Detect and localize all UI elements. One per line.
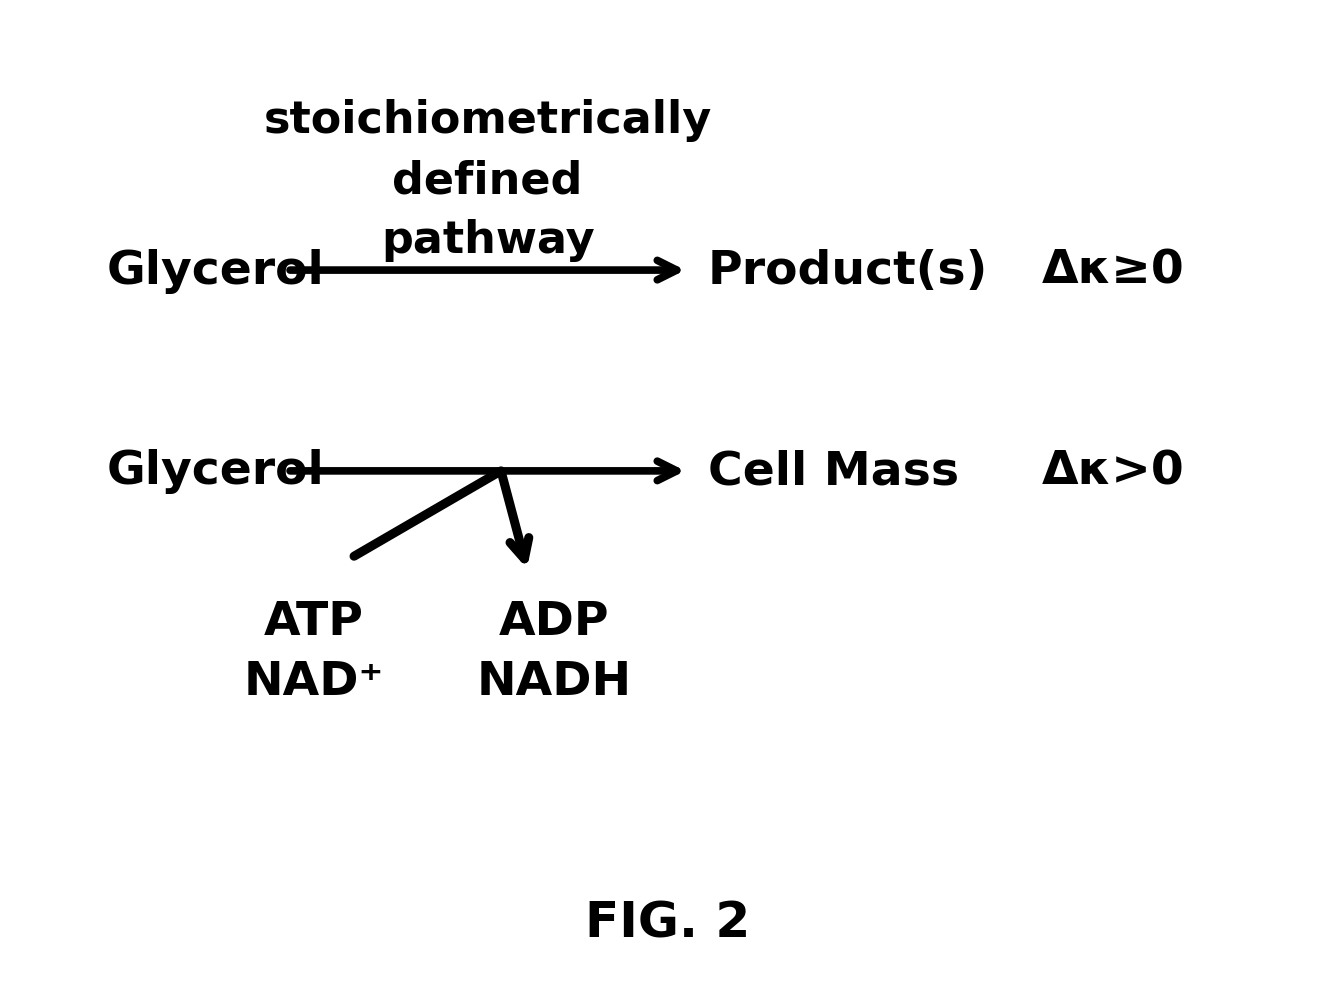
Text: Cell Mass: Cell Mass bbox=[708, 449, 959, 493]
Text: defined: defined bbox=[393, 159, 582, 202]
Text: Δκ≥0: Δκ≥0 bbox=[1042, 249, 1185, 293]
Text: NAD⁺: NAD⁺ bbox=[243, 660, 385, 704]
Text: Glycerol: Glycerol bbox=[107, 449, 325, 493]
Text: stoichiometrically: stoichiometrically bbox=[263, 99, 712, 141]
Text: Δκ>0: Δκ>0 bbox=[1042, 449, 1185, 493]
Text: Glycerol: Glycerol bbox=[107, 249, 325, 293]
Text: pathway: pathway bbox=[381, 220, 595, 262]
Text: ADP: ADP bbox=[500, 600, 609, 644]
Text: ATP: ATP bbox=[265, 600, 363, 644]
Text: NADH: NADH bbox=[477, 660, 632, 704]
Text: Product(s): Product(s) bbox=[708, 249, 989, 293]
Text: FIG. 2: FIG. 2 bbox=[585, 899, 751, 947]
